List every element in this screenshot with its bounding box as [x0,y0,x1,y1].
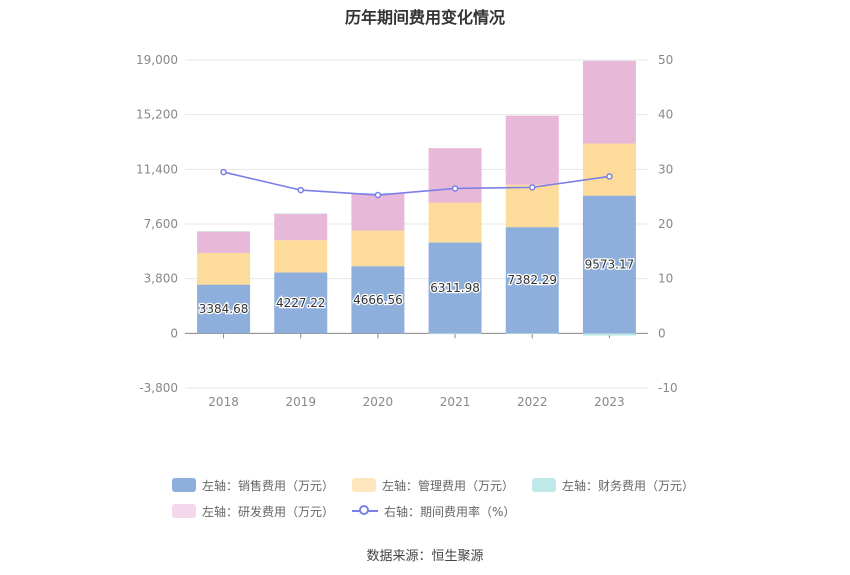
bar-admin [351,230,405,267]
bar-admin [428,202,482,243]
bar-finance [582,333,636,336]
x-tick-label: 2023 [594,395,625,409]
rate-point [297,186,304,194]
rate-point [374,191,382,199]
bar-sales [274,272,328,334]
right-tick-label: 0 [658,326,666,340]
bar-data-label: 4666.56 [353,293,403,307]
legend-item-admin[interactable]: 左轴：管理费用（万元） [352,477,514,494]
bar-rnd [351,193,405,231]
x-tick-label: 2022 [517,395,548,409]
bar-sales [505,227,559,334]
bar-admin [582,143,636,196]
bar-data-label: 3384.68 [199,302,249,316]
bar-sales [351,266,405,334]
left-tick-label: 7,600 [144,217,178,231]
legend-item-finance[interactable]: 左轴：财务费用（万元） [532,477,694,494]
legend-item-sales[interactable]: 左轴：销售费用（万元） [172,477,334,494]
right-tick-label: -10 [658,381,678,395]
grid-lines [185,59,648,389]
legend-item-rnd[interactable]: 左轴：研发费用（万元） [172,503,334,520]
left-tick-label: 11,400 [136,162,178,176]
legend-swatch-sales [172,478,196,492]
right-tick-label: 40 [658,108,673,122]
bar-finance [274,213,328,214]
right-tick-label: 20 [658,217,673,231]
rate-point [606,173,613,180]
x-tick-label: 2021 [440,395,471,409]
rate-point [451,185,459,192]
right-tick-label: 50 [658,53,673,67]
bar-rnd [197,231,251,253]
rate-line [223,171,610,196]
legend-label-finance: 左轴：财务费用（万元） [562,478,695,493]
legend-swatch-rate [352,504,379,518]
legend-label-rate: 右轴：期间费用率（%） [384,504,516,519]
legend-swatch-rnd [172,504,196,518]
source-note: 数据来源：恒生聚源 [366,549,484,564]
bar-rnd [428,148,482,203]
legend-label-admin: 左轴：管理费用（万元） [382,478,515,493]
bar-finance [505,333,559,335]
bar-finance [197,231,251,232]
rate-point [220,168,227,176]
left-tick-label: 15,200 [136,108,178,122]
right-tick-label: 10 [658,272,673,286]
rate-point [529,184,536,191]
chart-title: 历年期间费用变化情况 [344,8,505,27]
rate-line-series [220,168,613,199]
bar-rnd [582,60,636,144]
right-tick-label: 30 [658,162,673,176]
x-tick-label: 2018 [208,395,239,409]
x-tick-label: 2019 [285,395,316,409]
legend-label-rnd: 左轴：研发费用（万元） [202,504,335,519]
legend-item-rate[interactable]: 右轴：期间费用率（%） [352,503,515,520]
axes: 19,000 15,200 11,400 7,600 3,800 0 -3,800 50 40 3… [136,53,678,409]
bar-data-label: 6311.98 [430,281,480,295]
bar-finance [428,333,482,335]
bar-admin [274,240,328,273]
bar-rnd [505,115,559,185]
bar-sales [197,284,251,334]
data-labels: 3384.68 4227.22 4666.56 6311.98 7382.29 9573.… [198,256,636,317]
left-tick-label: -3,800 [139,381,178,395]
legend-swatch-finance [532,478,557,492]
legend: 左轴：销售费用（万元） 左轴：管理费用（万元） 左轴：财务费用（万元） 左轴：研… [172,472,732,524]
bar-series [197,60,636,336]
bar-sales [428,242,482,334]
bar-data-label: 4227.22 [276,296,326,310]
legend-swatch-admin [352,478,377,492]
left-tick-label: 0 [170,326,178,340]
bar-rnd [274,213,328,241]
bar-data-label: 7382.29 [507,273,557,287]
left-tick-label: 19,000 [136,53,178,67]
bar-admin [505,184,559,228]
bar-sales [582,195,636,334]
bar-admin [197,252,251,285]
bar-data-label: 9573.17 [585,257,635,271]
legend-label-sales: 左轴：销售费用（万元） [202,478,335,493]
x-tick-label: 2020 [363,395,394,409]
left-tick-label: 3,800 [144,272,178,286]
